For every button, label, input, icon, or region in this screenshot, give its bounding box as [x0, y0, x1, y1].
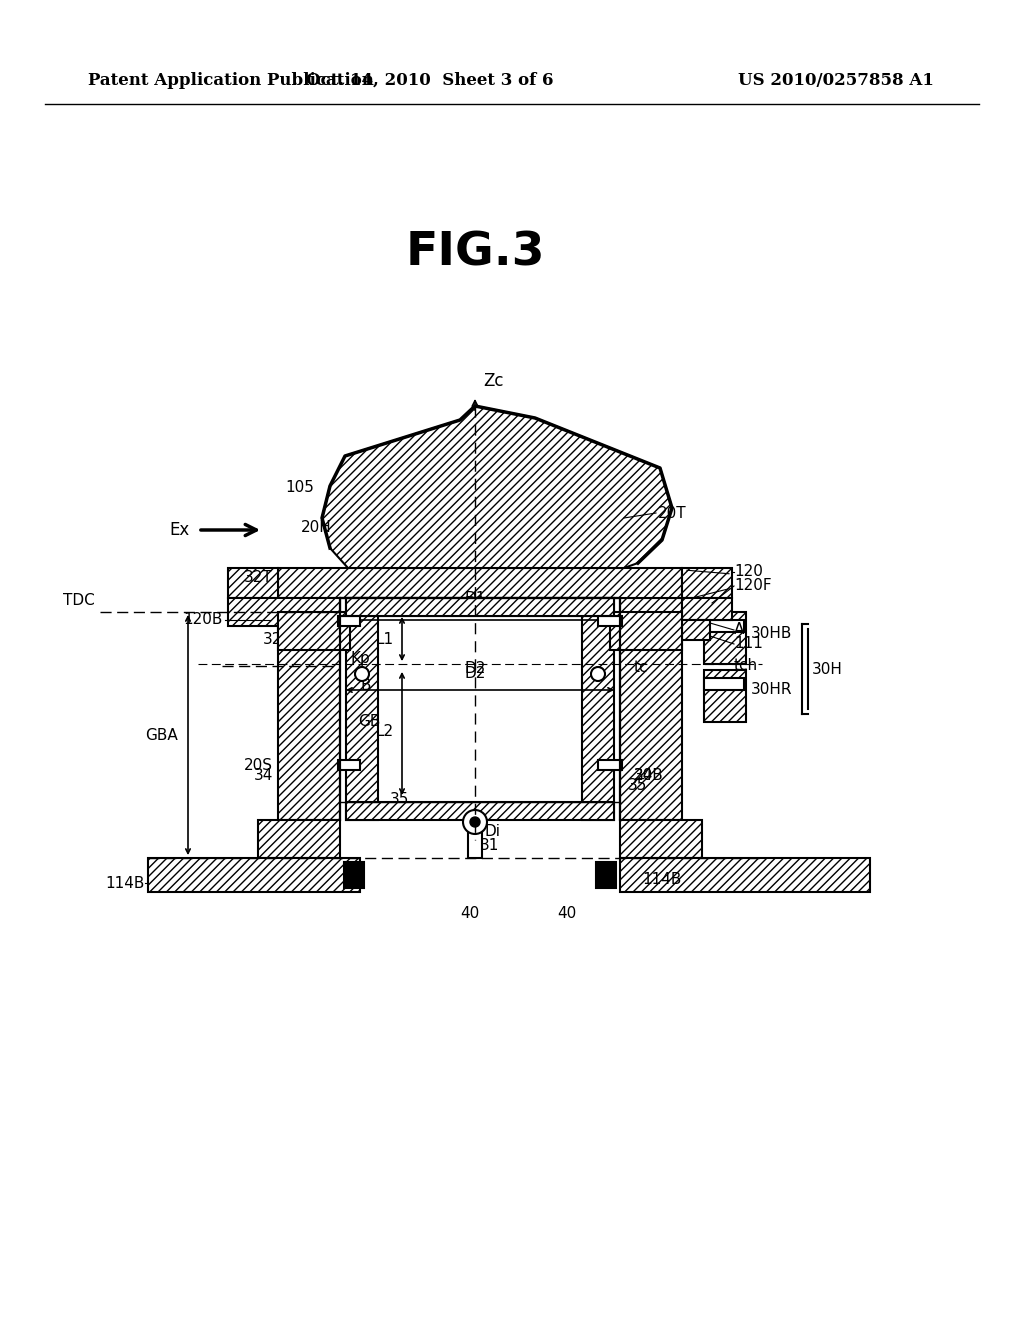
- Bar: [346, 598, 378, 820]
- Text: Ex: Ex: [170, 521, 190, 539]
- Bar: [598, 760, 622, 770]
- Text: 31: 31: [480, 837, 500, 853]
- Text: Zc: Zc: [483, 372, 504, 389]
- Text: 30HR: 30HR: [751, 682, 793, 697]
- Text: 114B: 114B: [105, 875, 145, 891]
- Text: D1: D1: [464, 597, 485, 611]
- Polygon shape: [322, 407, 672, 568]
- Bar: [228, 568, 278, 598]
- Bar: [598, 616, 622, 626]
- Text: 30HB: 30HB: [751, 627, 793, 642]
- Text: 35: 35: [390, 792, 410, 808]
- Text: 40: 40: [557, 907, 577, 921]
- Text: 111: 111: [734, 636, 763, 652]
- Circle shape: [470, 817, 480, 828]
- Text: 30H: 30H: [812, 661, 843, 676]
- Bar: [610, 612, 682, 649]
- Bar: [582, 598, 614, 820]
- Text: 40: 40: [461, 907, 479, 921]
- Text: Kp: Kp: [350, 651, 370, 665]
- Text: 34: 34: [254, 767, 273, 783]
- Text: 120B: 120B: [183, 612, 223, 627]
- Text: Di: Di: [485, 824, 501, 840]
- Text: US 2010/0257858 A1: US 2010/0257858 A1: [738, 73, 934, 88]
- Bar: [278, 598, 340, 820]
- Text: Patent Application Publication: Patent Application Publication: [88, 73, 374, 88]
- Text: FIG.3: FIG.3: [406, 230, 545, 275]
- Text: L1: L1: [376, 631, 394, 647]
- Text: D2: D2: [464, 667, 485, 681]
- Bar: [346, 598, 614, 616]
- Text: GB: GB: [358, 714, 380, 729]
- Text: 20S: 20S: [244, 759, 273, 774]
- Text: Oct. 14, 2010  Sheet 3 of 6: Oct. 14, 2010 Sheet 3 of 6: [306, 73, 554, 88]
- Text: tc: tc: [634, 660, 648, 676]
- Text: 32T: 32T: [245, 570, 273, 586]
- Bar: [620, 858, 870, 892]
- Text: 20T: 20T: [658, 506, 687, 520]
- Text: D2: D2: [464, 661, 485, 676]
- Bar: [148, 858, 360, 892]
- Bar: [682, 620, 710, 640]
- Circle shape: [463, 810, 487, 834]
- Bar: [620, 820, 702, 858]
- Circle shape: [355, 667, 369, 681]
- Text: 32: 32: [262, 632, 282, 648]
- Text: L2: L2: [376, 725, 394, 739]
- Text: 35: 35: [628, 777, 647, 792]
- Bar: [682, 598, 732, 620]
- Bar: [705, 620, 744, 632]
- Bar: [338, 616, 360, 626]
- Text: GBA: GBA: [145, 727, 178, 742]
- Text: A: A: [734, 623, 744, 638]
- Text: 105: 105: [285, 480, 314, 495]
- Text: tch: tch: [734, 659, 758, 673]
- Circle shape: [591, 667, 605, 681]
- Bar: [338, 760, 360, 770]
- Bar: [705, 612, 746, 664]
- Text: 120: 120: [734, 565, 763, 579]
- Bar: [344, 862, 364, 888]
- Bar: [682, 568, 732, 598]
- Bar: [705, 678, 744, 690]
- Text: 114B: 114B: [642, 873, 681, 887]
- Text: 33: 33: [385, 808, 406, 822]
- Bar: [705, 671, 746, 722]
- Text: 34: 34: [634, 767, 653, 783]
- Bar: [278, 568, 682, 598]
- Bar: [468, 820, 482, 858]
- Text: TDC: TDC: [63, 593, 95, 609]
- Bar: [258, 820, 340, 858]
- Bar: [346, 803, 614, 820]
- Text: D1: D1: [464, 591, 485, 606]
- Bar: [228, 598, 340, 626]
- Bar: [378, 616, 582, 803]
- Bar: [596, 862, 616, 888]
- Text: 120F: 120F: [734, 578, 772, 594]
- Text: B: B: [360, 678, 371, 693]
- Text: 20B: 20B: [634, 768, 664, 784]
- Text: 20H: 20H: [301, 520, 332, 536]
- Bar: [620, 598, 682, 820]
- Bar: [278, 612, 350, 649]
